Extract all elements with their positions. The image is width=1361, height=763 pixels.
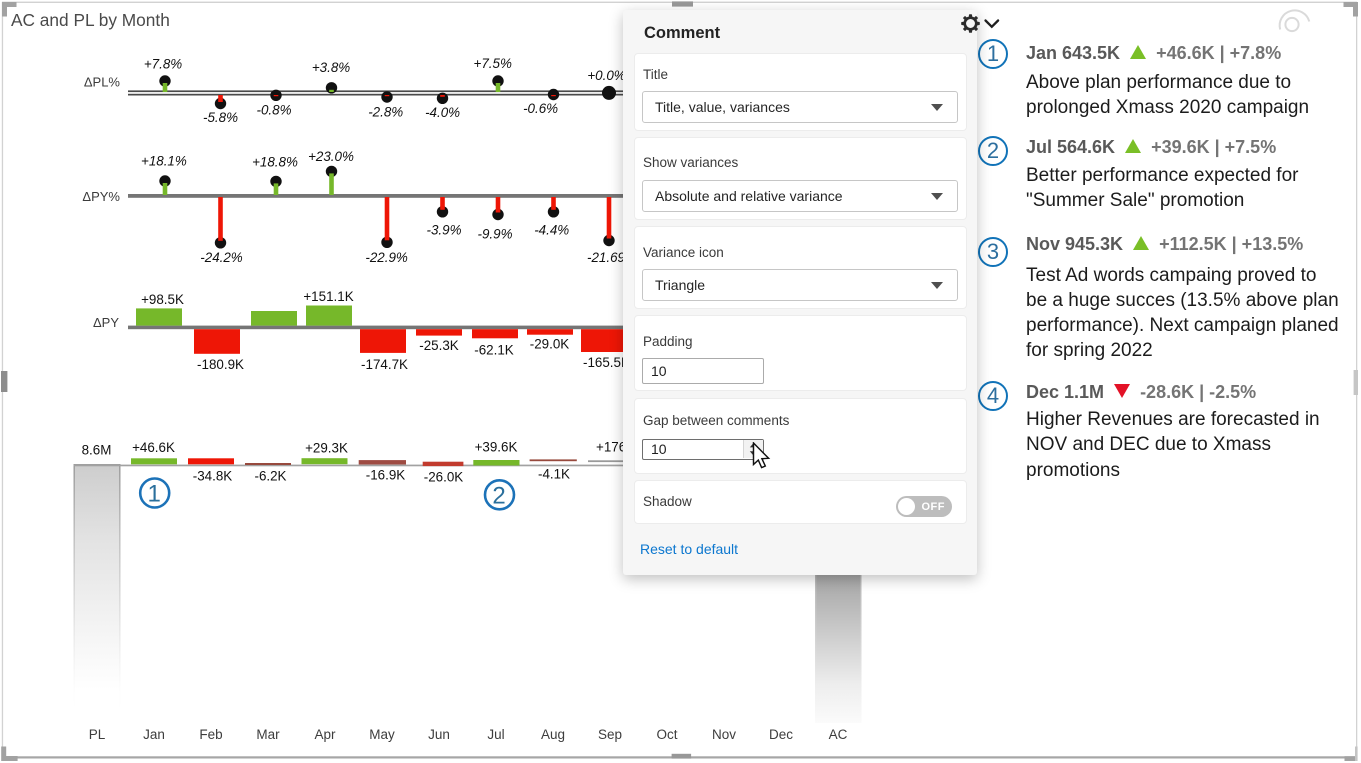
svg-text:-24.2%: -24.2% — [200, 250, 243, 265]
svg-text:Jun: Jun — [428, 727, 450, 742]
svg-text:-22.9%: -22.9% — [365, 250, 408, 265]
svg-text:-165.5K: -165.5K — [583, 355, 630, 370]
svg-text:+29.3K: +29.3K — [305, 440, 348, 455]
svg-text:-3.9%: -3.9% — [427, 223, 462, 238]
svg-text:8.6M: 8.6M — [82, 443, 112, 458]
svg-text:2: 2 — [492, 483, 505, 510]
svg-text:+98.5K: +98.5K — [141, 292, 184, 307]
svg-text:-0.6%: -0.6% — [523, 101, 558, 116]
svg-text:AC: AC — [829, 727, 848, 742]
svg-text:+0.0%: +0.0% — [587, 68, 625, 83]
svg-text:-2.8%: -2.8% — [368, 105, 403, 120]
svg-text:PL: PL — [89, 727, 106, 742]
svg-text:-16.9K: -16.9K — [366, 468, 406, 483]
svg-text:-4.1K: -4.1K — [538, 467, 570, 482]
svg-text:-4.4%: -4.4% — [534, 223, 569, 238]
svg-text:-34.8K: -34.8K — [193, 469, 233, 484]
svg-text:+7.5%: +7.5% — [474, 56, 512, 71]
svg-text:AC and PL by Month: AC and PL by Month — [11, 10, 170, 30]
svg-text:+18.1%: +18.1% — [141, 154, 187, 169]
svg-text:+18.8%: +18.8% — [252, 155, 298, 170]
svg-text:Nov: Nov — [712, 727, 736, 742]
svg-text:Mar: Mar — [256, 727, 280, 742]
svg-text:-180.9K: -180.9K — [197, 357, 244, 372]
svg-text:+39.6K: +39.6K — [475, 440, 518, 455]
svg-text:Jul: Jul — [487, 727, 504, 742]
svg-text:Aug: Aug — [541, 727, 565, 742]
svg-text:+3.8%: +3.8% — [312, 60, 350, 75]
svg-text:-26.0K: -26.0K — [424, 470, 464, 485]
svg-text:May: May — [369, 727, 395, 742]
svg-text:Dec: Dec — [769, 727, 793, 742]
svg-text:+151.1K: +151.1K — [303, 289, 353, 304]
svg-text:ΔPL%: ΔPL% — [84, 75, 121, 90]
svg-text:-29.0K: -29.0K — [530, 337, 570, 352]
svg-text:+7.8%: +7.8% — [144, 57, 182, 72]
svg-text:Sep: Sep — [598, 727, 622, 742]
svg-text:-5.8%: -5.8% — [203, 110, 238, 125]
svg-text:+23.0%: +23.0% — [308, 149, 354, 164]
svg-text:ΔPY: ΔPY — [93, 315, 119, 330]
svg-text:ΔPY%: ΔPY% — [82, 189, 120, 204]
svg-text:Feb: Feb — [199, 727, 222, 742]
svg-text:+46.6K: +46.6K — [132, 440, 175, 455]
svg-text:Jan: Jan — [143, 727, 165, 742]
svg-text:-174.7K: -174.7K — [361, 357, 408, 372]
svg-text:Apr: Apr — [314, 727, 336, 742]
svg-text:Oct: Oct — [656, 727, 677, 742]
svg-text:-25.3K: -25.3K — [419, 338, 459, 353]
svg-text:-6.2K: -6.2K — [254, 469, 286, 484]
svg-text:-0.8%: -0.8% — [257, 103, 292, 118]
svg-text:-4.0%: -4.0% — [425, 105, 460, 120]
svg-text:-9.9%: -9.9% — [478, 227, 513, 242]
svg-text:1: 1 — [148, 481, 161, 508]
svg-text:-62.1K: -62.1K — [474, 343, 514, 358]
